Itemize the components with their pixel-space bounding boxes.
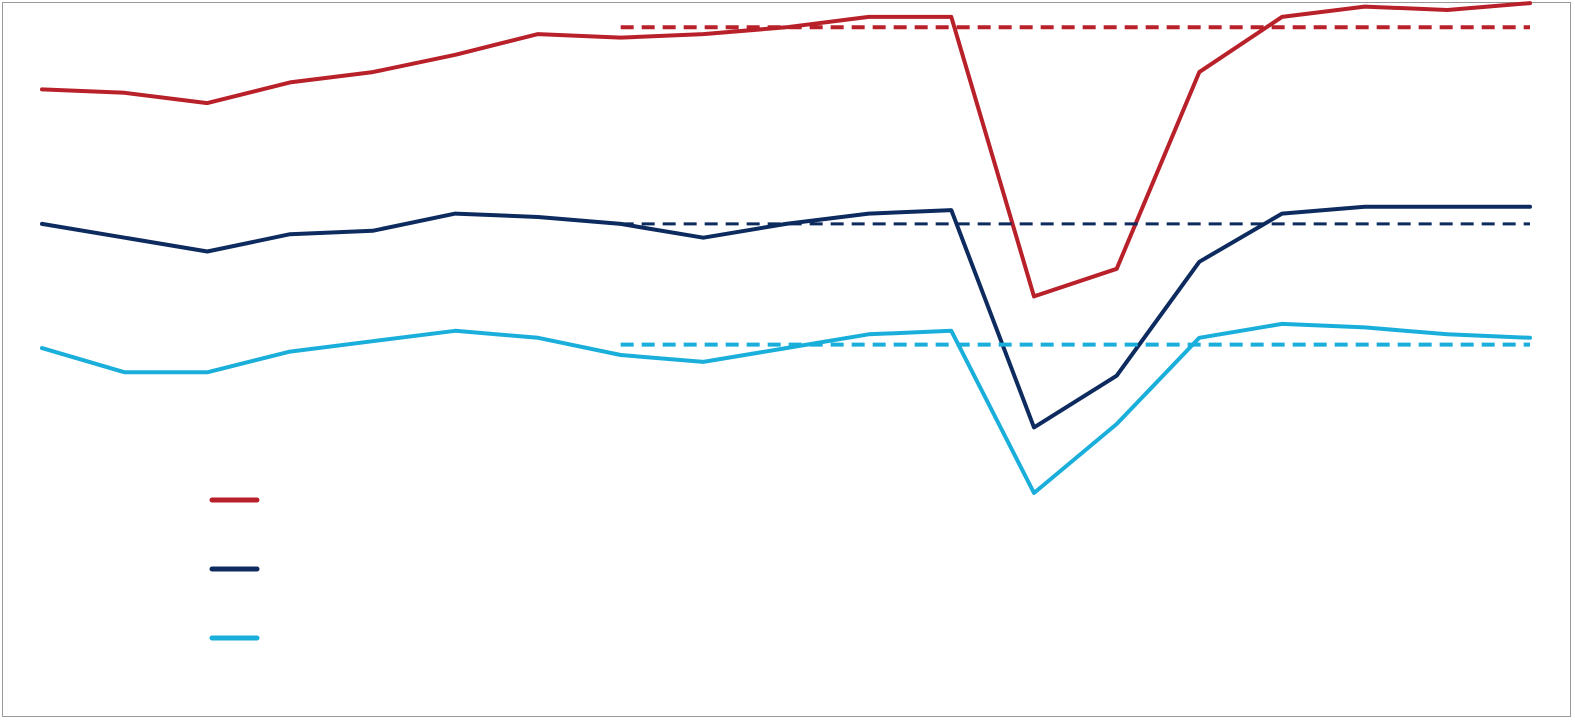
series-line-3: [40, 321, 1532, 495]
series-line-1: [40, 1, 1532, 299]
series-line-2: [40, 204, 1532, 430]
